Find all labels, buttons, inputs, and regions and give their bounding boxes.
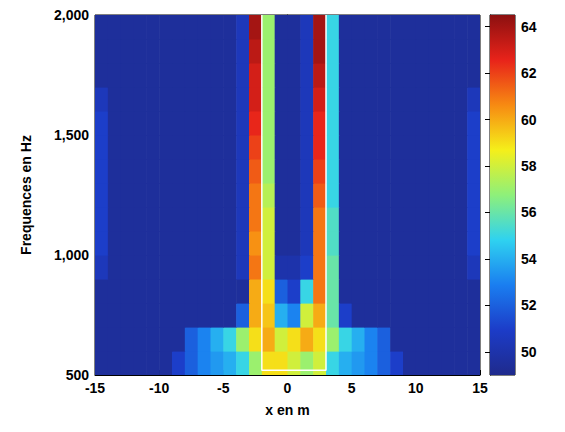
- svg-text:1,500: 1,500: [54, 127, 89, 143]
- svg-text:1,000: 1,000: [54, 247, 89, 263]
- svg-text:58: 58: [521, 158, 537, 174]
- svg-text:500: 500: [65, 367, 89, 383]
- svg-text:15: 15: [472, 380, 488, 396]
- svg-text:60: 60: [521, 112, 537, 128]
- svg-text:-5: -5: [217, 380, 230, 396]
- svg-text:50: 50: [521, 344, 537, 360]
- svg-text:62: 62: [521, 65, 537, 81]
- svg-text:-10: -10: [149, 380, 169, 396]
- svg-text:Frequences en Hz: Frequences en Hz: [18, 135, 34, 255]
- svg-text:-15: -15: [85, 380, 105, 396]
- svg-text:0: 0: [284, 380, 292, 396]
- svg-text:56: 56: [521, 204, 537, 220]
- svg-text:64: 64: [521, 19, 537, 35]
- svg-text:2,000: 2,000: [54, 7, 89, 23]
- svg-text:5: 5: [348, 380, 356, 396]
- svg-text:10: 10: [408, 380, 424, 396]
- svg-text:54: 54: [521, 251, 537, 267]
- svg-text:52: 52: [521, 297, 537, 313]
- svg-text:x en m: x en m: [265, 402, 309, 418]
